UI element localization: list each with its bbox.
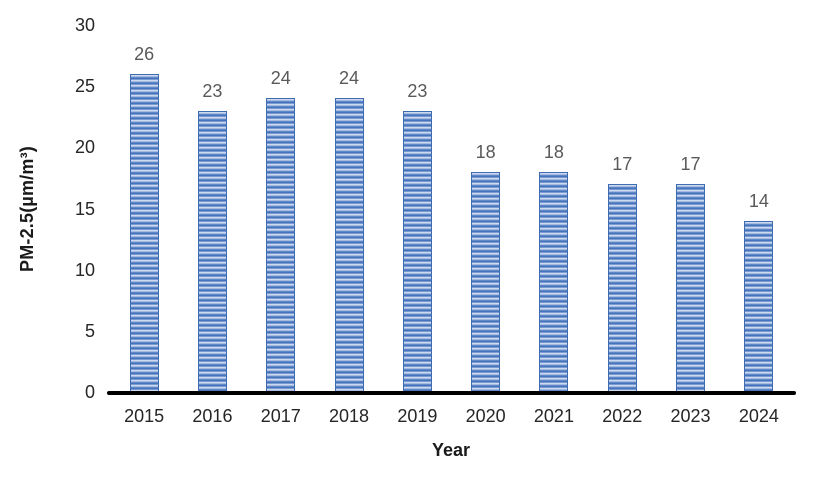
bar-2020 bbox=[471, 171, 501, 392]
y-axis-title: PM-2.5(µm/m³) bbox=[17, 146, 37, 272]
bar-value-label: 24 bbox=[339, 68, 360, 89]
bar-2018 bbox=[334, 98, 364, 392]
bar-2022 bbox=[607, 184, 637, 392]
x-tick-label: 2016 bbox=[192, 406, 233, 426]
bar-2023 bbox=[676, 184, 706, 392]
y-tick-label: 30 bbox=[74, 15, 95, 35]
bar-2021 bbox=[539, 171, 569, 392]
y-tick-label: 25 bbox=[74, 76, 95, 97]
x-tick-label: 2021 bbox=[533, 406, 574, 426]
y-tick-label: 5 bbox=[84, 320, 95, 341]
x-tick-label: 2022 bbox=[602, 406, 643, 426]
bar-2019 bbox=[402, 110, 432, 392]
x-axis-line bbox=[107, 391, 796, 395]
x-tick-label: 2023 bbox=[670, 406, 711, 426]
bar-2017 bbox=[266, 98, 296, 392]
bar-2015 bbox=[129, 73, 159, 392]
x-tick-label: 2017 bbox=[260, 406, 301, 426]
bar-value-label: 23 bbox=[407, 80, 428, 101]
x-tick-label: 2019 bbox=[397, 406, 438, 426]
bar-value-label: 18 bbox=[475, 141, 496, 162]
bar-value-label: 26 bbox=[134, 43, 155, 64]
bar-value-label: 14 bbox=[748, 190, 769, 211]
y-tick-label: 10 bbox=[74, 259, 95, 280]
bar-value-label: 17 bbox=[680, 154, 701, 175]
bar-value-label: 24 bbox=[270, 68, 291, 89]
y-tick-label: 20 bbox=[74, 137, 95, 158]
bar-value-label: 17 bbox=[612, 154, 633, 175]
bar-2016 bbox=[197, 110, 227, 392]
x-tick-label: 2024 bbox=[738, 406, 779, 426]
bar-2024 bbox=[744, 220, 774, 392]
x-tick-label: 2018 bbox=[329, 406, 370, 426]
x-tick-label: 2015 bbox=[124, 406, 165, 426]
x-tick-label: 2020 bbox=[465, 406, 506, 426]
y-tick-label: 15 bbox=[74, 198, 95, 219]
x-axis-title: Year bbox=[431, 440, 471, 460]
bar-value-label: 23 bbox=[202, 80, 223, 101]
bar-value-label: 18 bbox=[543, 141, 564, 162]
y-tick-label: 0 bbox=[84, 382, 95, 402]
